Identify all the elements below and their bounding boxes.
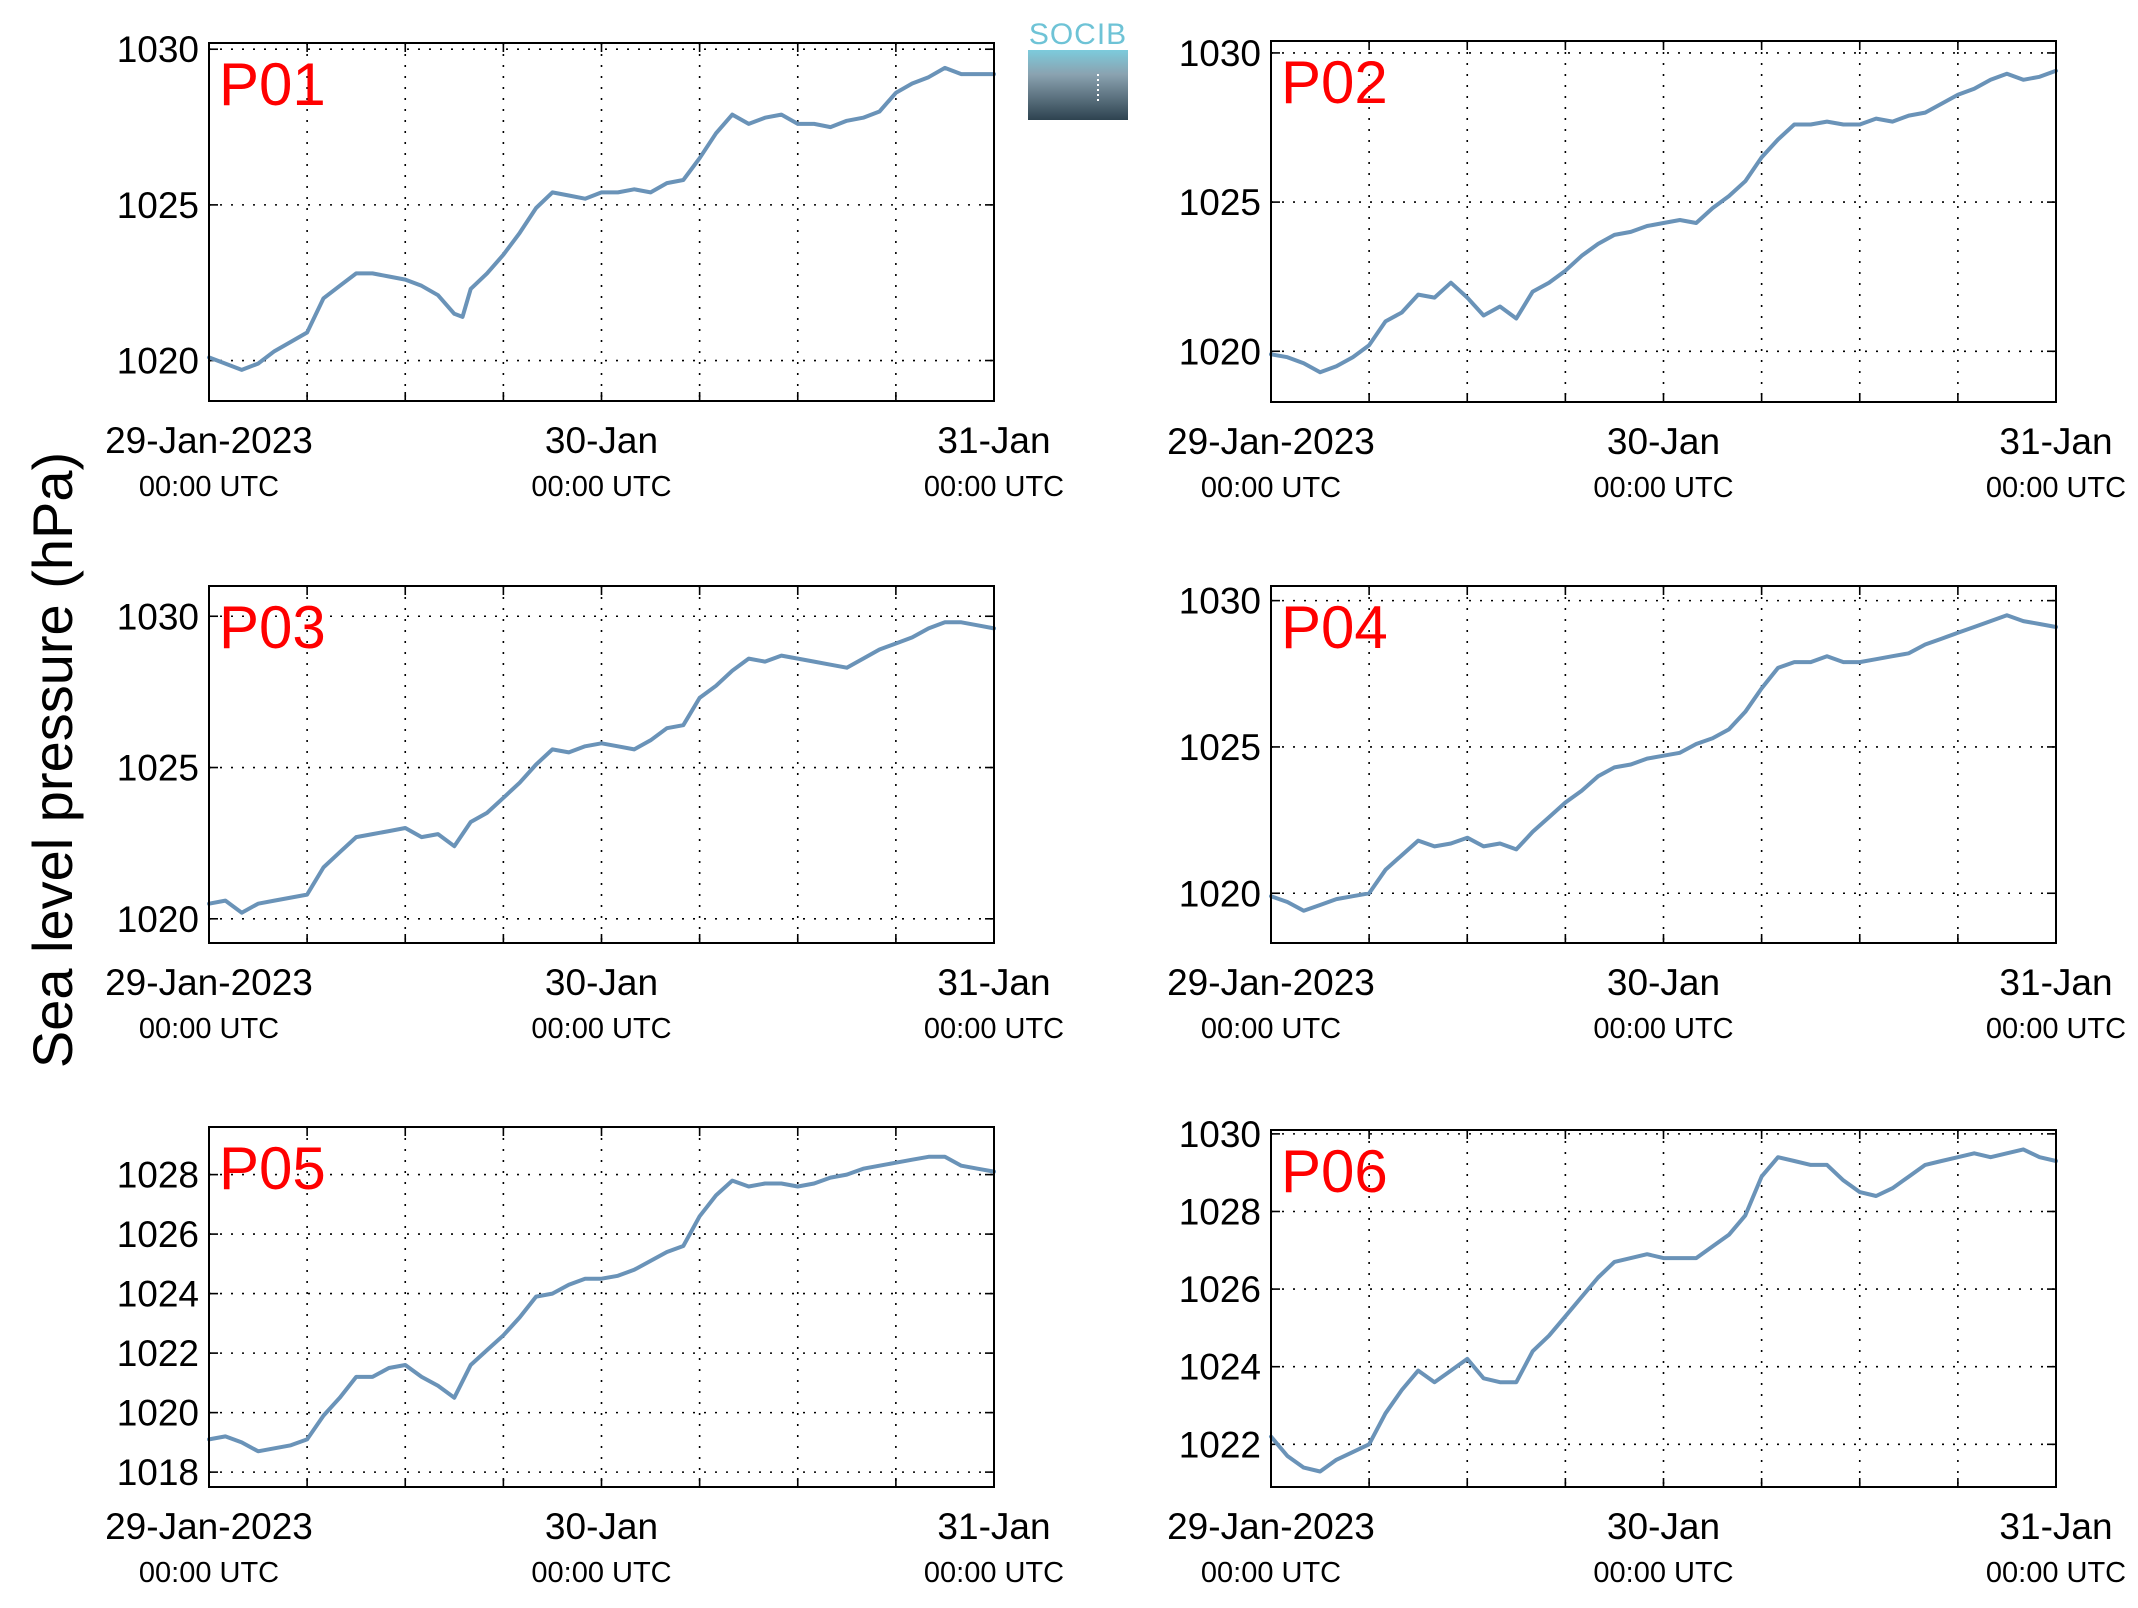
y-tick-label-p02: 1020 xyxy=(1179,331,1261,372)
y-tick-label-p03: 1030 xyxy=(117,596,199,637)
panel-p04: 1020 1025 1030 P04 29-Jan-2023 00:00 UTC 30-Ja… xyxy=(1167,581,2126,1045)
x-tick-sublabel-p02: 00:00 UTC xyxy=(1201,472,1341,504)
panel-p01: 1020 1025 1030 P01 29-Jan-2023 00:00 UTC 30-Ja… xyxy=(105,29,1064,503)
x-tick-label-p06: 31-Jan xyxy=(1999,1506,2112,1547)
axes-frame-p05 xyxy=(208,1126,995,1488)
panel-label-p06: P06 xyxy=(1281,1138,1388,1205)
y-tick-label-p05: 1028 xyxy=(117,1155,199,1196)
y-tick-label-p02: 1030 xyxy=(1179,33,1261,74)
x-tick-sublabel-p03: 00:00 UTC xyxy=(924,1013,1064,1045)
y-tick-label-p05: 1022 xyxy=(117,1333,199,1374)
x-tick-sublabel-p05: 00:00 UTC xyxy=(531,1557,671,1589)
y-tick-label-p05: 1018 xyxy=(117,1452,199,1493)
y-tick-label-p03: 1020 xyxy=(117,899,199,940)
panel-label-p04: P04 xyxy=(1281,594,1388,661)
x-tick-label-p06: 30-Jan xyxy=(1607,1506,1720,1547)
y-axis-label: Sea level pressure (hPa) xyxy=(21,452,84,1068)
axes-frame-p03 xyxy=(208,585,995,944)
y-tick-label-p03: 1025 xyxy=(117,748,199,789)
x-tick-sublabel-p03: 00:00 UTC xyxy=(139,1013,279,1045)
axes-frame-p02 xyxy=(1270,40,2057,403)
y-tick-label-p06: 1022 xyxy=(1179,1424,1261,1465)
x-tick-label-p04: 29-Jan-2023 xyxy=(1167,962,1375,1003)
series-line-p05 xyxy=(207,1154,996,1454)
x-tick-sublabel-p03: 00:00 UTC xyxy=(531,1013,671,1045)
panels: 1020 1025 1030 P01 29-Jan-2023 00:00 UTC 30-Ja… xyxy=(105,29,2126,1589)
x-tick-sublabel-p02: 00:00 UTC xyxy=(1593,472,1733,504)
x-tick-label-p02: 31-Jan xyxy=(1999,421,2112,462)
x-tick-sublabel-p04: 00:00 UTC xyxy=(1593,1013,1733,1045)
x-tick-sublabel-p06: 00:00 UTC xyxy=(1593,1557,1733,1589)
x-tick-label-p06: 29-Jan-2023 xyxy=(1167,1506,1375,1547)
x-tick-label-p02: 29-Jan-2023 xyxy=(1167,421,1375,462)
series-line-p03 xyxy=(207,620,996,915)
panel-label-p05: P05 xyxy=(219,1135,326,1202)
panel-label-p02: P02 xyxy=(1281,49,1388,116)
socib-logo: SOCIB xyxy=(1028,18,1128,120)
x-tick-sublabel-p04: 00:00 UTC xyxy=(1986,1013,2126,1045)
series-line-p06 xyxy=(1269,1147,2058,1474)
y-tick-label-p06: 1026 xyxy=(1179,1269,1261,1310)
x-tick-label-p01: 31-Jan xyxy=(937,420,1050,461)
logo-block xyxy=(1028,50,1128,120)
y-tick-label-p05: 1020 xyxy=(117,1393,199,1434)
panel-p05: 1018 1020 1022 1024 1026 1028 P05 29-Jan-2023 00… xyxy=(105,1126,1064,1589)
panel-p02: 1020 1025 1030 P02 29-Jan-2023 00:00 UTC 30-Ja… xyxy=(1167,33,2126,504)
x-tick-sublabel-p06: 00:00 UTC xyxy=(1201,1557,1341,1589)
x-tick-label-p03: 29-Jan-2023 xyxy=(105,962,313,1003)
x-tick-sublabel-p02: 00:00 UTC xyxy=(1986,472,2126,504)
x-tick-label-p01: 30-Jan xyxy=(545,420,658,461)
y-tick-label-p01: 1025 xyxy=(117,185,199,226)
x-tick-sublabel-p04: 00:00 UTC xyxy=(1201,1013,1341,1045)
panel-label-p03: P03 xyxy=(219,594,326,661)
x-tick-sublabel-p05: 00:00 UTC xyxy=(139,1557,279,1589)
panel-p06: 1022 1024 1026 1028 1030 P06 29-Jan-2023 00:00 … xyxy=(1167,1114,2126,1589)
x-tick-sublabel-p01: 00:00 UTC xyxy=(531,471,671,503)
y-tick-label-p04: 1030 xyxy=(1179,581,1261,622)
y-tick-label-p01: 1020 xyxy=(117,341,199,382)
x-tick-label-p02: 30-Jan xyxy=(1607,421,1720,462)
y-tick-label-p05: 1024 xyxy=(117,1274,199,1315)
x-tick-label-p03: 31-Jan xyxy=(937,962,1050,1003)
x-tick-label-p05: 30-Jan xyxy=(545,1506,658,1547)
x-tick-label-p05: 29-Jan-2023 xyxy=(105,1506,313,1547)
x-tick-label-p04: 30-Jan xyxy=(1607,962,1720,1003)
y-tick-label-p05: 1026 xyxy=(117,1214,199,1255)
x-tick-label-p04: 31-Jan xyxy=(1999,962,2112,1003)
panel-p03: 1020 1025 1030 P03 29-Jan-2023 00:00 UTC 30-Ja… xyxy=(105,585,1064,1045)
y-tick-label-p06: 1030 xyxy=(1179,1114,1261,1155)
x-tick-sublabel-p05: 00:00 UTC xyxy=(924,1557,1064,1589)
axes-frame-p01 xyxy=(208,42,995,402)
x-tick-sublabel-p01: 00:00 UTC xyxy=(139,471,279,503)
y-tick-label-p06: 1028 xyxy=(1179,1191,1261,1232)
series-line-p02 xyxy=(1269,68,2058,375)
x-tick-label-p03: 30-Jan xyxy=(545,962,658,1003)
y-tick-label-p04: 1025 xyxy=(1179,727,1261,768)
y-tick-label-p06: 1024 xyxy=(1179,1347,1261,1388)
y-tick-label-p01: 1030 xyxy=(117,29,199,70)
y-tick-label-p02: 1025 xyxy=(1179,182,1261,223)
series-line-p04 xyxy=(1269,613,2058,913)
y-tick-label-p04: 1020 xyxy=(1179,873,1261,914)
x-tick-label-p01: 29-Jan-2023 xyxy=(105,420,313,461)
logo-text: SOCIB xyxy=(1029,18,1127,51)
panel-label-p01: P01 xyxy=(219,51,326,118)
axes-frame-p04 xyxy=(1270,585,2057,944)
x-tick-label-p05: 31-Jan xyxy=(937,1506,1050,1547)
series-line-p01 xyxy=(207,65,996,372)
x-tick-sublabel-p01: 00:00 UTC xyxy=(924,471,1064,503)
x-tick-sublabel-p06: 00:00 UTC xyxy=(1986,1557,2126,1589)
axes-frame-p06 xyxy=(1270,1129,2057,1488)
